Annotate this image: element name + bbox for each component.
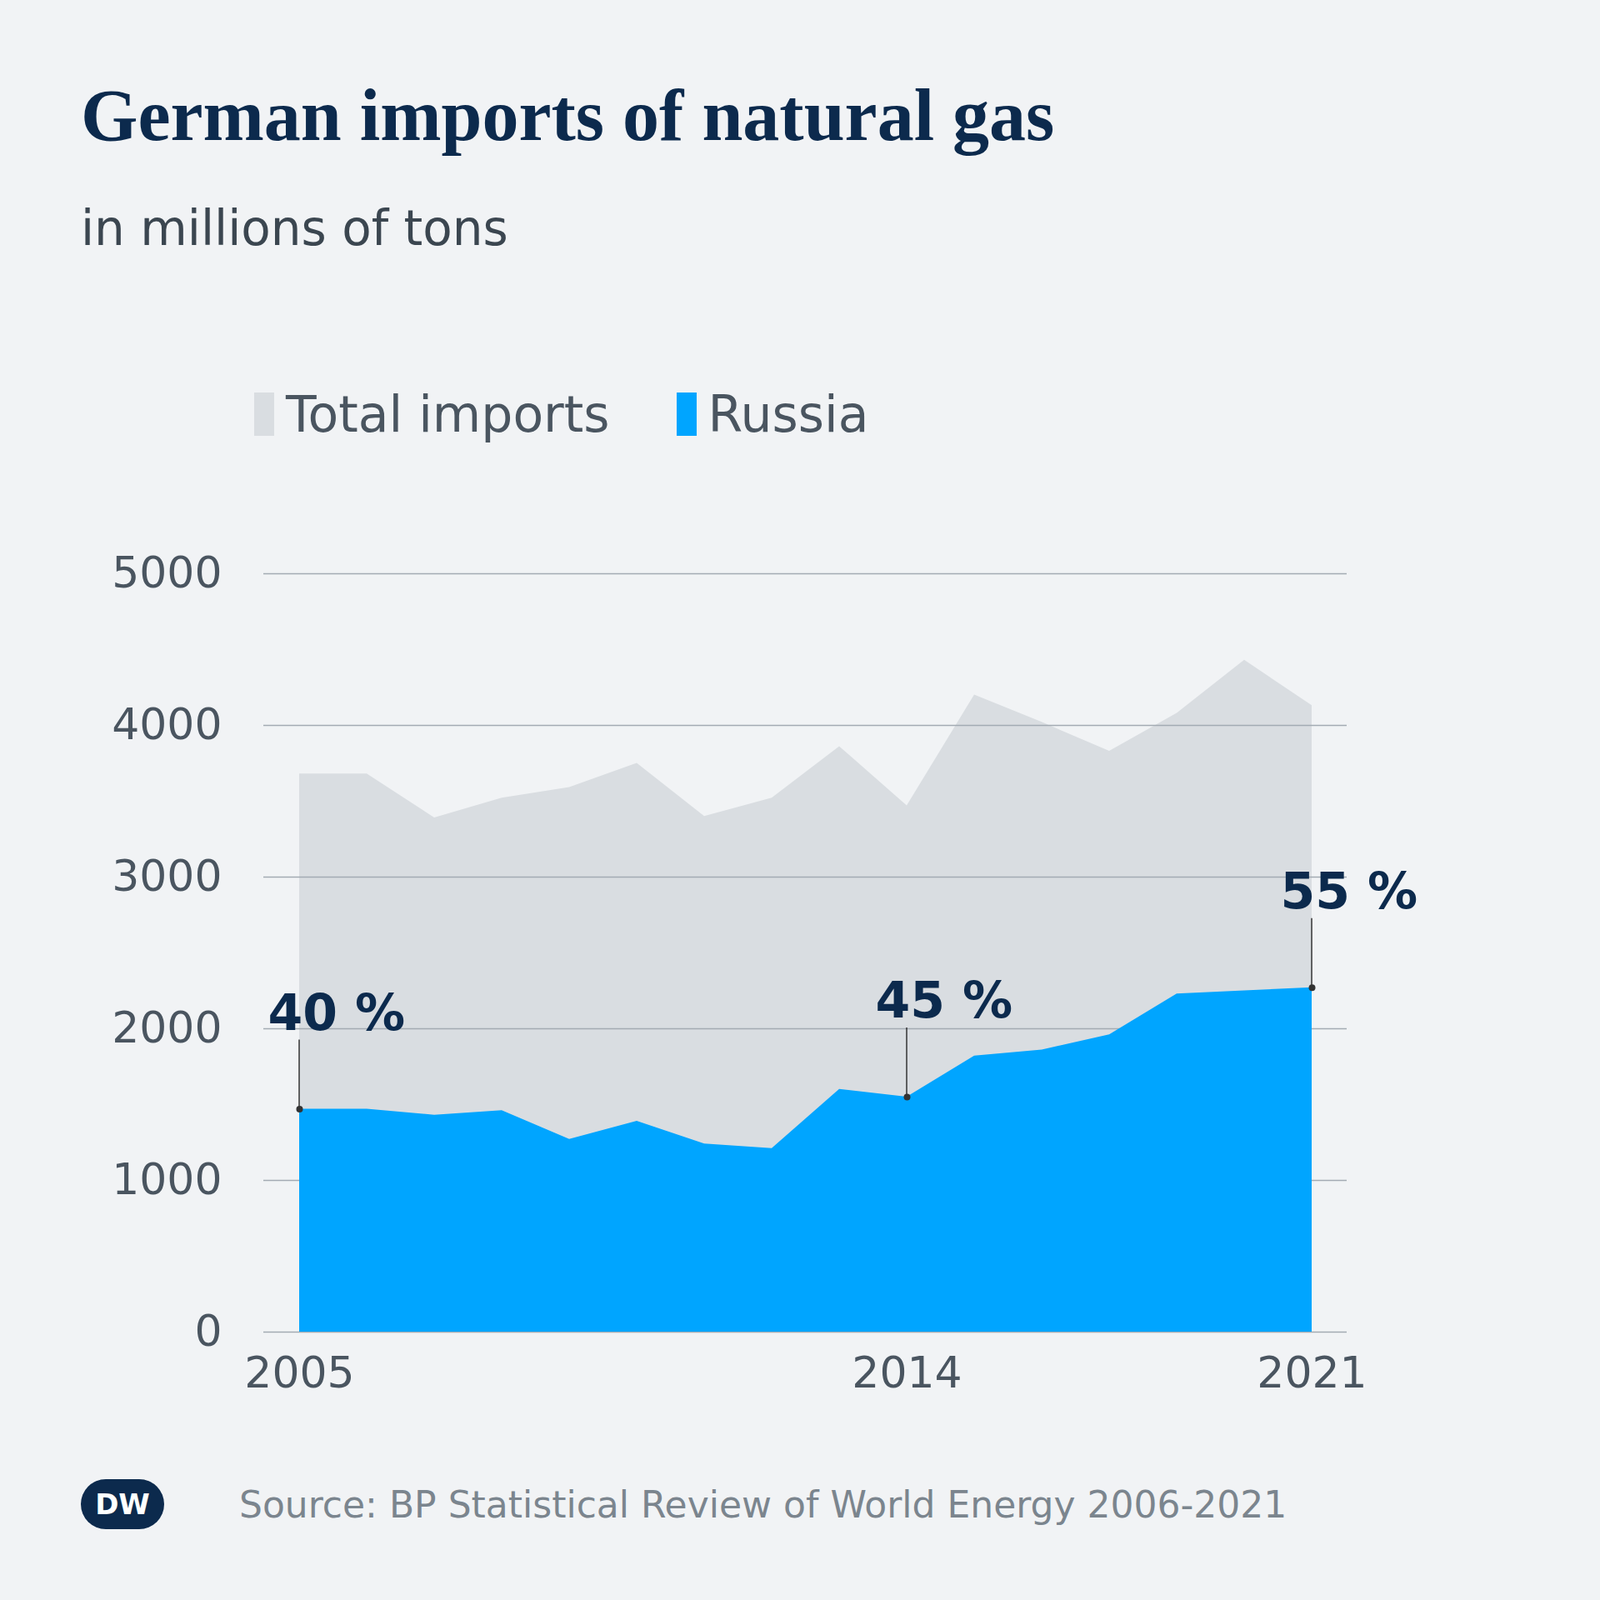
svg-text:4000: 4000 xyxy=(111,699,222,750)
svg-text:55 %: 55 % xyxy=(1280,861,1419,920)
svg-text:40 %: 40 % xyxy=(268,983,406,1042)
svg-text:1000: 1000 xyxy=(111,1154,222,1205)
svg-text:2005: 2005 xyxy=(244,1347,355,1398)
svg-text:2000: 2000 xyxy=(111,1002,222,1053)
html-text:German imports of natural gas: German imports of natural gas xyxy=(80,75,1055,156)
svg-text:3000: 3000 xyxy=(111,850,222,901)
svg-text:2021: 2021 xyxy=(1256,1347,1367,1398)
svg-text:5000: 5000 xyxy=(111,547,222,598)
html-text:DW: DW xyxy=(95,1487,150,1521)
html-text:Total imports: Total imports xyxy=(285,385,610,444)
svg-text:45 %: 45 % xyxy=(875,970,1014,1030)
svg-text:2014: 2014 xyxy=(851,1347,962,1398)
html-text:Source: BP Statistical Review: Source: BP Statistical Review of World E… xyxy=(239,1482,1287,1526)
html-text:Russia: Russia xyxy=(708,385,869,444)
html-text:in millions of tons: in millions of tons xyxy=(80,200,509,257)
svg-text:0: 0 xyxy=(194,1305,222,1356)
